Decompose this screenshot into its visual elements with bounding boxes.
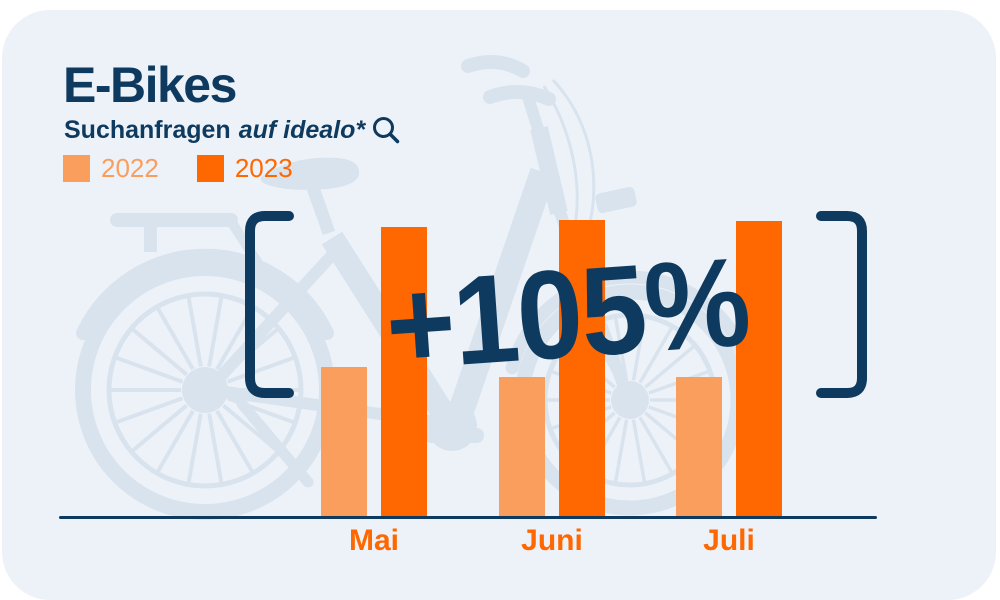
bar-2022-juli (676, 377, 722, 518)
search-icon (373, 117, 400, 144)
subtitle-bold: Suchanfragen (64, 115, 231, 144)
header: E-Bikes Suchanfragen auf idealo* 2022 20… (63, 57, 400, 182)
bar-2022-mai (321, 367, 367, 518)
growth-annotation: +105% (381, 230, 753, 397)
legend: 2022 2023 (63, 155, 293, 182)
bar-2022-juni (499, 377, 545, 518)
legend-label-2023: 2023 (234, 153, 293, 183)
page-title: E-Bikes (63, 57, 237, 113)
legend-swatch-2023 (196, 155, 224, 182)
subtitle: Suchanfragen auf idealo* (64, 115, 401, 145)
legend-item-2022: 2022 (63, 155, 159, 182)
legend-item-2023: 2023 (196, 153, 293, 183)
legend-label-2022: 2022 (101, 153, 159, 183)
month-label-juni: Juni (521, 524, 583, 557)
x-axis-line (59, 516, 877, 519)
subtitle-italic: auf idealo* (238, 115, 366, 144)
month-label-juli: Juli (703, 524, 755, 557)
legend-swatch-2022 (63, 155, 90, 182)
month-label-mai: Mai (348, 524, 400, 557)
